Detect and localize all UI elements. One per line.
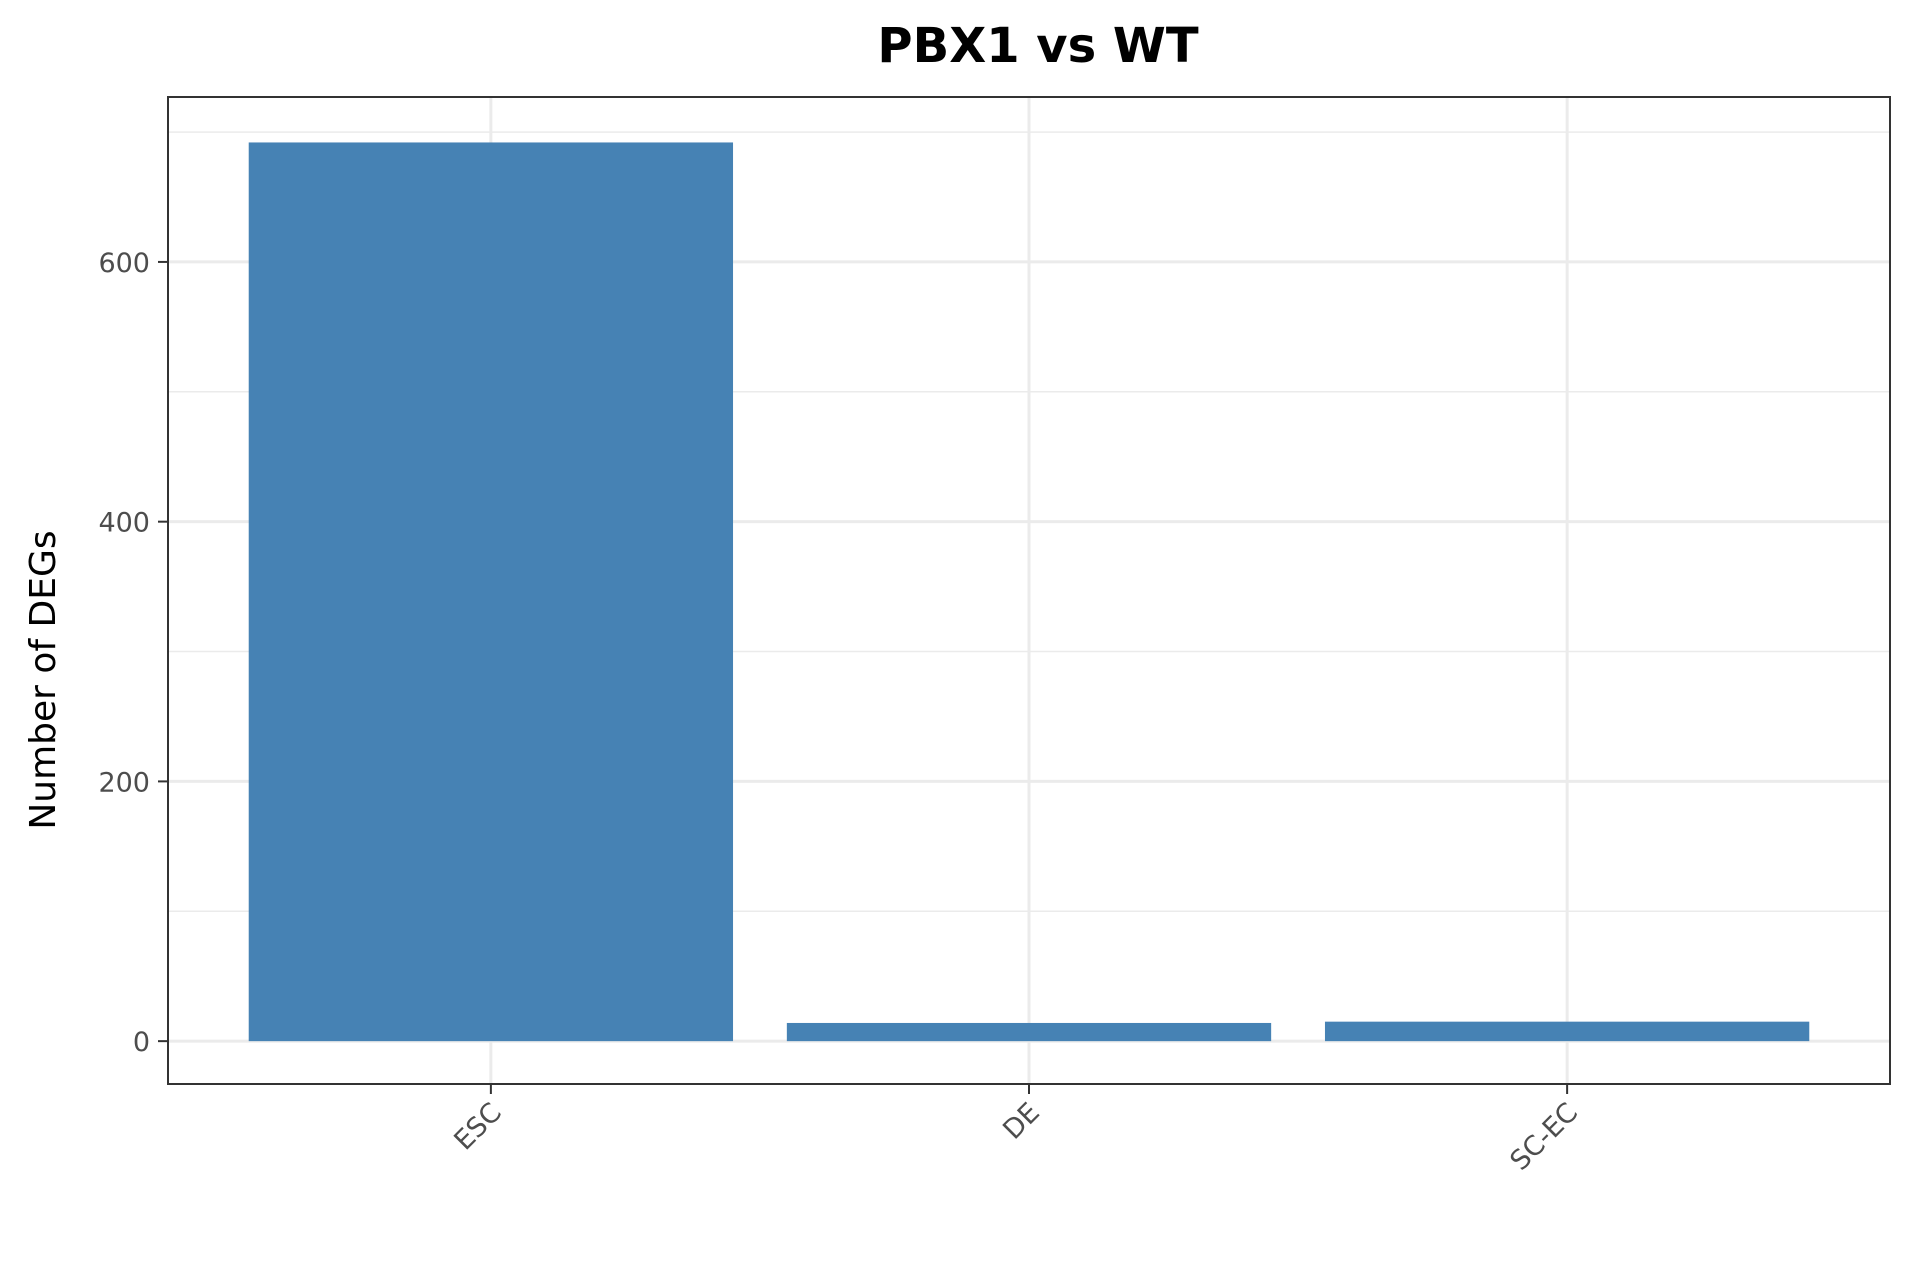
x-tick-label: SC-EC (1504, 1097, 1584, 1177)
y-tick-label: 600 (98, 248, 150, 279)
chart-title: PBX1 vs WT (877, 18, 1198, 74)
bar-sc-ec (1324, 1021, 1810, 1042)
y-axis-title: Number of DEGs (23, 530, 64, 829)
y-tick-label: 200 (98, 767, 150, 798)
bars (248, 142, 1810, 1042)
y-tick-label: 400 (98, 508, 150, 539)
panel-border (167, 96, 1891, 1085)
bar-esc (248, 142, 734, 1042)
x-tick-label: DE (997, 1097, 1046, 1146)
y-axis: 0 200 400 600 (98, 248, 168, 1058)
bar-de (786, 1022, 1272, 1042)
y-tick-label: 0 (133, 1027, 150, 1058)
x-tick-label: ESC (448, 1097, 507, 1156)
x-axis: ESC DE SC-EC (448, 1084, 1584, 1177)
